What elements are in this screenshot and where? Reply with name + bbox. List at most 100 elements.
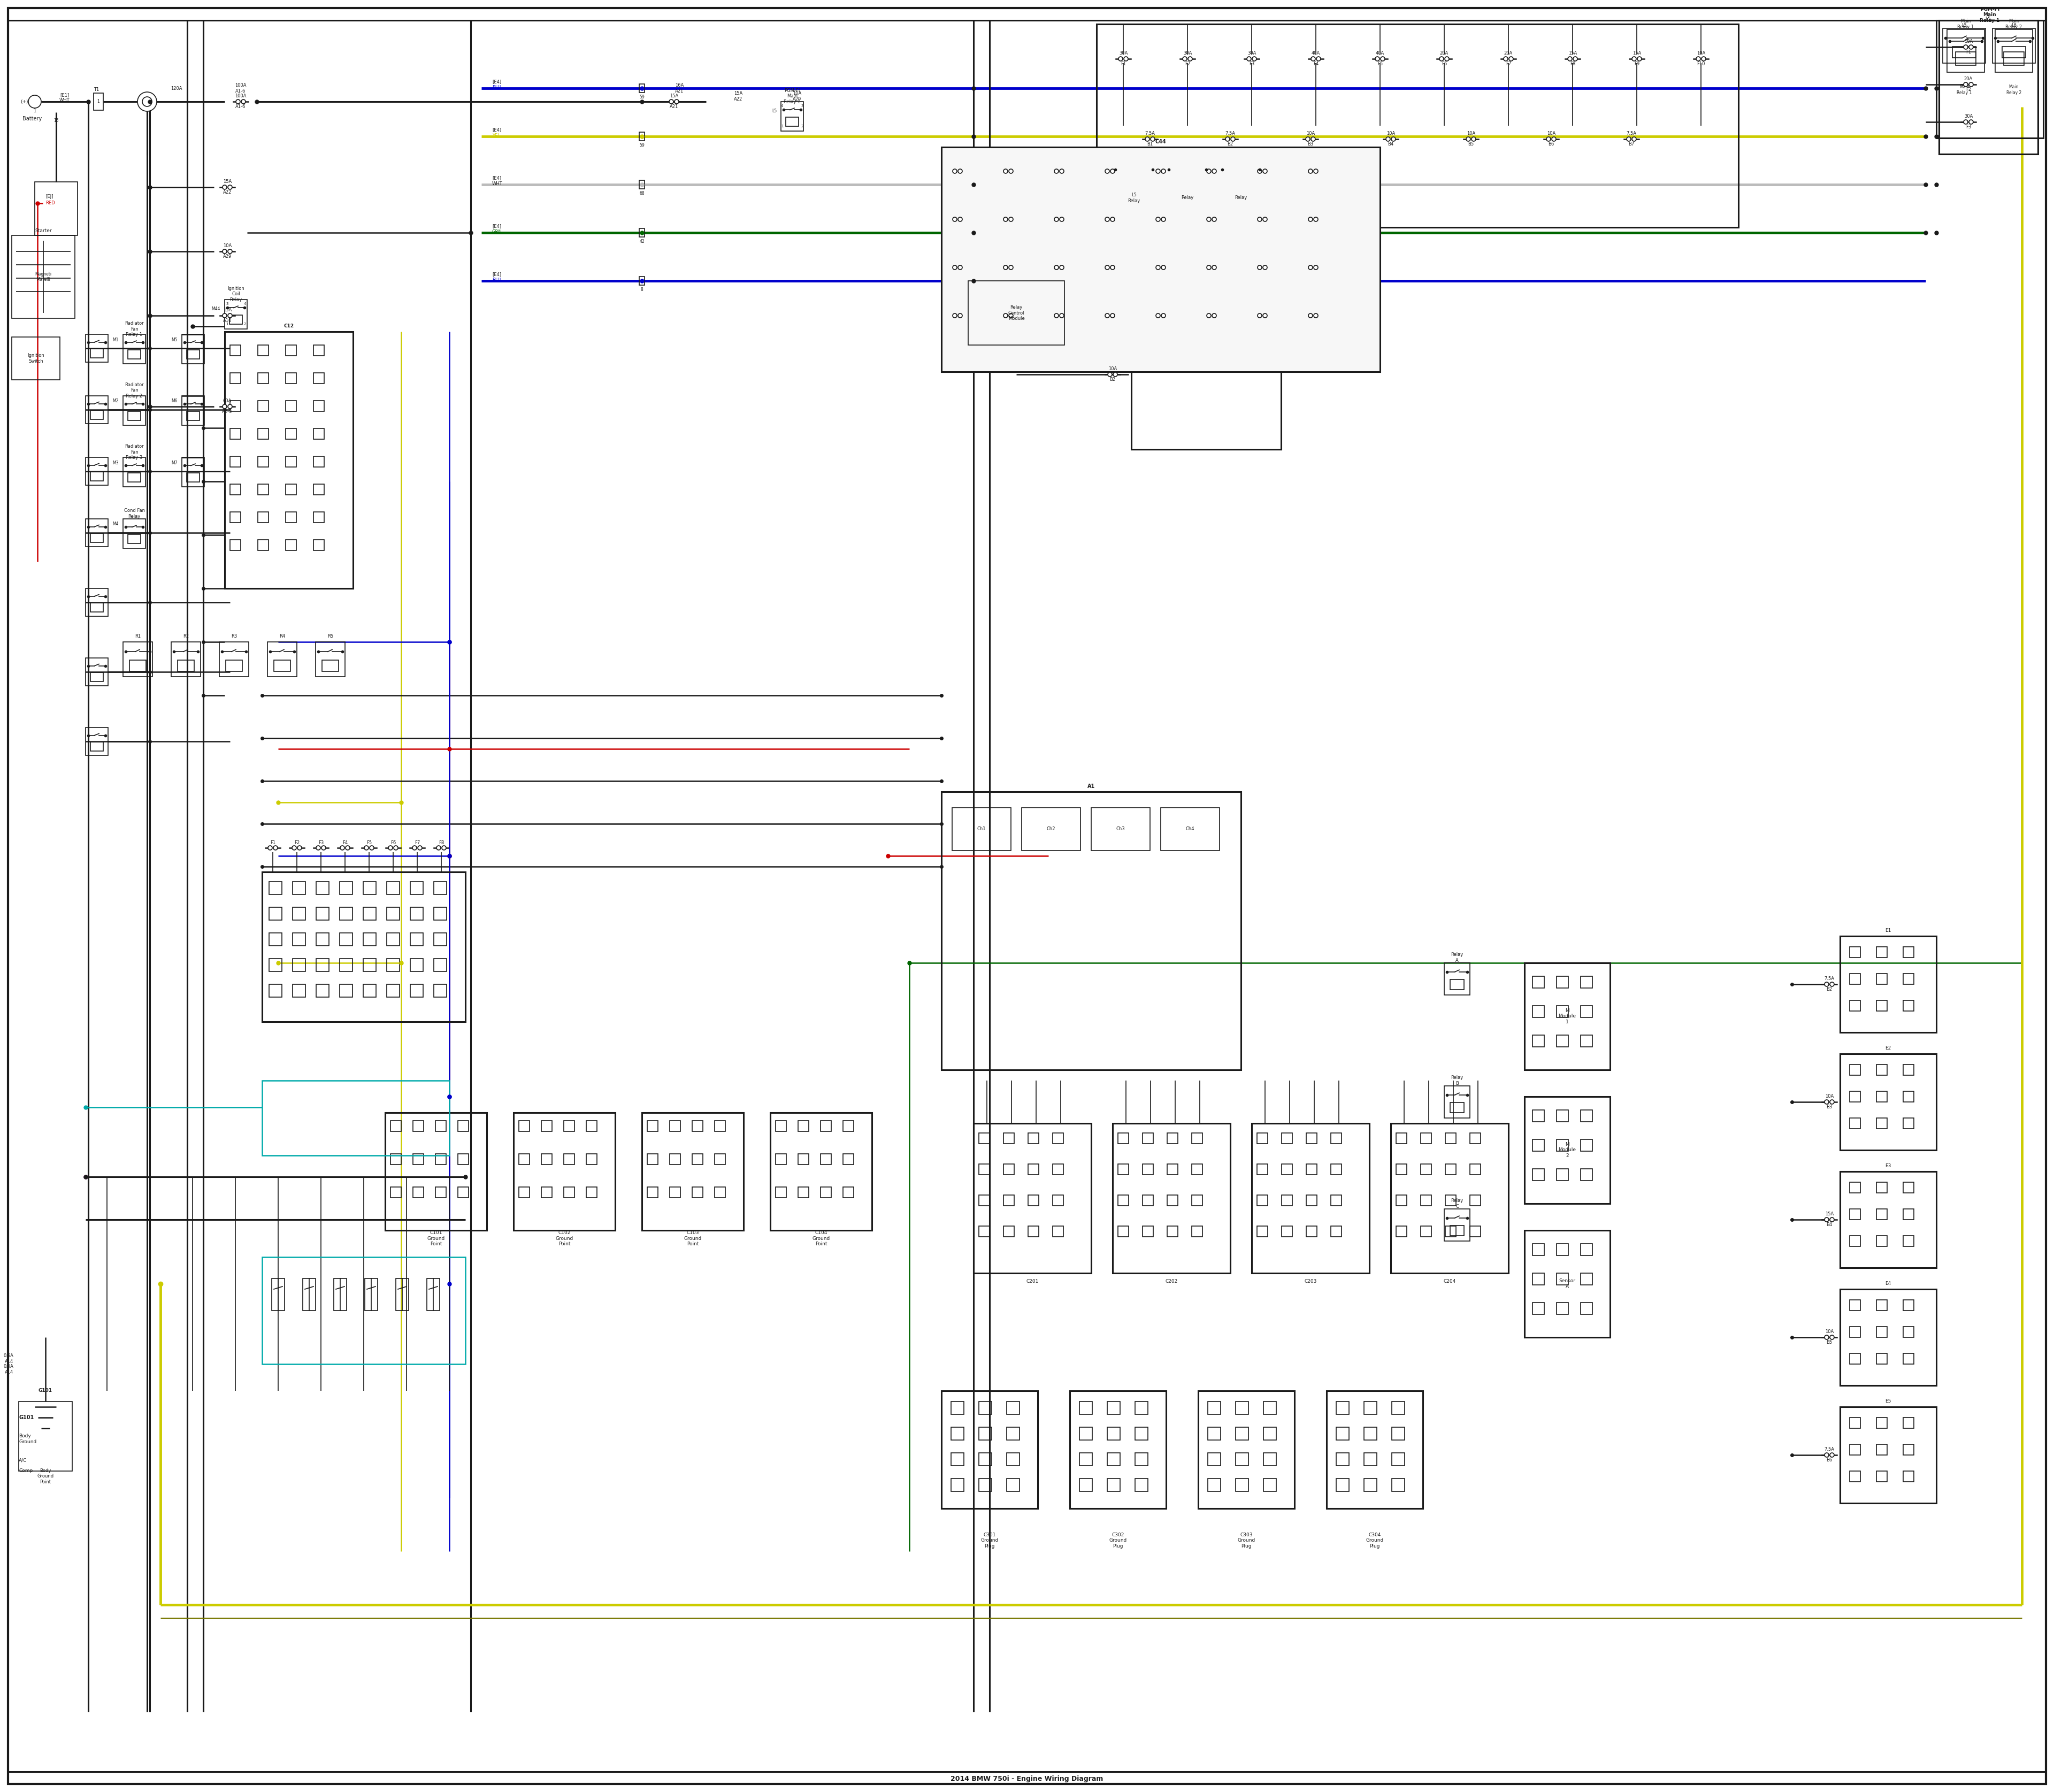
Text: 59: 59 bbox=[639, 95, 645, 99]
Bar bbox=[799, 1120, 809, 1131]
Bar bbox=[1557, 1036, 1569, 1047]
Circle shape bbox=[370, 846, 374, 849]
Text: Relay: Relay bbox=[1181, 195, 1193, 201]
Bar bbox=[820, 1154, 832, 1165]
Text: Sensor
A: Sensor A bbox=[1559, 1279, 1575, 1288]
Circle shape bbox=[953, 217, 957, 222]
Circle shape bbox=[1830, 982, 1834, 986]
Bar bbox=[1136, 1453, 1148, 1466]
Bar bbox=[1582, 1168, 1592, 1181]
Circle shape bbox=[322, 846, 327, 849]
Text: C301
Ground
Plug: C301 Ground Plug bbox=[980, 1532, 998, 1548]
Bar bbox=[286, 457, 296, 468]
Bar bbox=[1257, 1133, 1267, 1143]
Bar bbox=[1257, 1165, 1267, 1176]
Bar bbox=[273, 659, 290, 672]
Bar bbox=[1167, 1165, 1177, 1176]
Bar bbox=[230, 373, 240, 383]
Bar bbox=[1257, 1226, 1267, 1236]
Text: B6: B6 bbox=[1826, 1459, 1832, 1462]
Bar bbox=[1251, 1124, 1370, 1272]
Circle shape bbox=[1633, 57, 1637, 61]
Text: 1: 1 bbox=[226, 323, 228, 326]
Circle shape bbox=[1156, 168, 1161, 174]
Bar bbox=[1904, 1471, 1914, 1482]
Bar bbox=[411, 934, 423, 946]
Bar bbox=[1943, 29, 1986, 63]
Bar bbox=[1006, 1401, 1019, 1414]
Bar bbox=[842, 1120, 854, 1131]
Text: 3: 3 bbox=[226, 303, 228, 305]
Bar bbox=[1282, 1165, 1292, 1176]
Bar bbox=[776, 1186, 787, 1197]
Text: Main
Relay 1: Main Relay 1 bbox=[1957, 84, 1972, 95]
Bar bbox=[224, 332, 353, 588]
Text: E3: E3 bbox=[1886, 1163, 1892, 1168]
Bar bbox=[86, 658, 109, 686]
Bar bbox=[1421, 1165, 1432, 1176]
Circle shape bbox=[1111, 168, 1115, 174]
Bar bbox=[411, 959, 423, 971]
Text: C101
Ground
Point: C101 Ground Point bbox=[427, 1231, 446, 1245]
Bar bbox=[339, 984, 353, 996]
Circle shape bbox=[1208, 168, 1212, 174]
Text: 1: 1 bbox=[781, 125, 783, 127]
Text: 7.5A: 7.5A bbox=[1627, 131, 1637, 136]
Text: E4: E4 bbox=[1886, 1281, 1892, 1287]
Bar bbox=[316, 959, 329, 971]
Bar bbox=[413, 1154, 423, 1165]
Circle shape bbox=[1824, 982, 1828, 986]
Bar bbox=[980, 1478, 992, 1491]
Text: B6: B6 bbox=[1549, 142, 1555, 147]
Circle shape bbox=[1386, 136, 1391, 142]
Text: L5: L5 bbox=[1986, 16, 1990, 22]
Text: 4: 4 bbox=[781, 104, 783, 108]
Bar bbox=[364, 882, 376, 894]
Circle shape bbox=[1627, 136, 1631, 142]
Text: 100A: 100A bbox=[234, 93, 246, 99]
Bar bbox=[787, 116, 799, 127]
Bar bbox=[1904, 1183, 1914, 1193]
Bar bbox=[1121, 177, 1146, 188]
Bar bbox=[90, 602, 103, 611]
Bar bbox=[1208, 1478, 1220, 1491]
Circle shape bbox=[1054, 265, 1058, 269]
Circle shape bbox=[364, 846, 368, 849]
Circle shape bbox=[1156, 314, 1161, 317]
Circle shape bbox=[138, 91, 156, 111]
Text: F1: F1 bbox=[269, 840, 275, 844]
Text: Main
Relay 2: Main Relay 2 bbox=[2007, 84, 2021, 95]
Bar bbox=[86, 457, 109, 486]
Bar bbox=[1113, 1124, 1230, 1272]
Bar bbox=[1052, 1165, 1064, 1176]
Bar bbox=[302, 1278, 316, 1310]
Bar bbox=[639, 133, 645, 142]
Text: F6: F6 bbox=[1442, 61, 1446, 66]
Bar bbox=[1851, 1417, 1861, 1428]
Bar bbox=[1107, 1401, 1119, 1414]
Bar bbox=[1904, 973, 1914, 984]
Text: [E4]: [E4] bbox=[493, 176, 501, 181]
Circle shape bbox=[1111, 217, 1115, 222]
Bar bbox=[263, 873, 466, 1021]
Bar bbox=[1006, 1478, 1019, 1491]
Circle shape bbox=[1253, 57, 1257, 61]
Bar bbox=[1337, 1453, 1349, 1466]
Text: A/C: A/C bbox=[18, 1459, 27, 1462]
Bar bbox=[1167, 1226, 1177, 1236]
Text: 20A: 20A bbox=[1964, 77, 1972, 82]
Bar bbox=[1161, 808, 1220, 851]
Circle shape bbox=[1257, 217, 1261, 222]
Text: Relay
B: Relay B bbox=[1450, 1075, 1462, 1086]
Bar bbox=[1532, 1168, 1545, 1181]
Bar bbox=[1136, 1401, 1148, 1414]
Bar bbox=[1237, 1478, 1249, 1491]
Text: L5: L5 bbox=[1962, 23, 1968, 29]
Bar bbox=[1582, 1005, 1592, 1018]
Bar bbox=[715, 1120, 725, 1131]
Bar bbox=[1532, 1272, 1545, 1285]
Text: Starter: Starter bbox=[35, 229, 51, 233]
Bar bbox=[542, 1186, 553, 1197]
Text: 30A: 30A bbox=[1247, 52, 1257, 56]
Bar bbox=[1532, 1244, 1545, 1256]
